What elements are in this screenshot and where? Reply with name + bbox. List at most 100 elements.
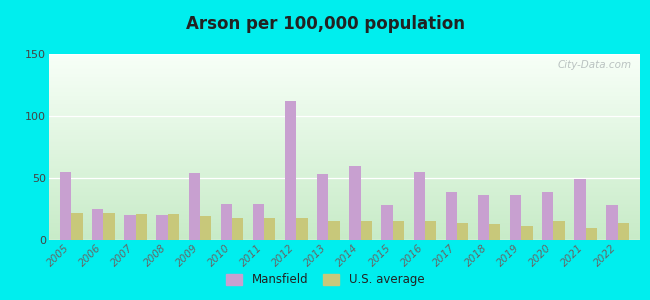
Bar <box>49 142 640 143</box>
Bar <box>49 132 640 133</box>
Bar <box>49 100 640 101</box>
Bar <box>49 92 640 93</box>
Bar <box>49 218 640 219</box>
Bar <box>49 219 640 220</box>
Bar <box>49 128 640 129</box>
Bar <box>586 228 597 240</box>
Bar <box>49 215 640 216</box>
Bar <box>49 166 640 167</box>
Bar <box>49 79 640 80</box>
Bar <box>49 88 640 89</box>
Bar <box>49 71 640 72</box>
Bar <box>49 205 640 206</box>
Bar <box>49 86 640 88</box>
Bar <box>49 208 640 209</box>
Bar <box>49 206 640 208</box>
Bar <box>124 215 136 240</box>
Bar <box>49 207 640 208</box>
Legend: Mansfield, U.S. average: Mansfield, U.S. average <box>221 269 429 291</box>
Bar <box>49 199 640 200</box>
Bar <box>49 184 640 185</box>
Bar <box>49 216 640 217</box>
Bar <box>49 130 640 131</box>
Bar <box>49 57 640 58</box>
Bar <box>49 173 640 174</box>
Bar <box>49 187 640 188</box>
Bar <box>49 100 640 101</box>
Bar <box>49 232 640 233</box>
Bar <box>49 133 640 134</box>
Bar <box>49 174 640 175</box>
Bar <box>49 141 640 142</box>
Bar <box>49 91 640 92</box>
Bar <box>168 214 179 240</box>
Bar <box>49 108 640 109</box>
Bar <box>49 66 640 67</box>
Bar <box>49 63 640 64</box>
Bar <box>49 195 640 196</box>
Bar <box>49 197 640 198</box>
Bar <box>49 74 640 75</box>
Bar <box>49 105 640 106</box>
Bar <box>49 68 640 69</box>
Bar <box>49 196 640 197</box>
Bar <box>49 213 640 214</box>
Bar <box>618 223 629 240</box>
Bar <box>49 143 640 144</box>
Bar <box>188 173 200 240</box>
Bar <box>49 82 640 83</box>
Bar <box>49 202 640 203</box>
Bar <box>49 175 640 176</box>
Bar <box>49 116 640 117</box>
Bar <box>49 188 640 189</box>
Bar <box>49 230 640 231</box>
Bar <box>49 234 640 235</box>
Bar <box>49 98 640 99</box>
Text: City-Data.com: City-Data.com <box>557 60 631 70</box>
Bar <box>60 172 72 240</box>
Bar <box>49 123 640 124</box>
Bar <box>49 90 640 91</box>
Bar <box>49 137 640 138</box>
Bar <box>49 181 640 182</box>
Bar <box>49 140 640 141</box>
Bar <box>49 229 640 230</box>
Bar <box>49 164 640 165</box>
Bar <box>49 60 640 61</box>
Bar <box>49 153 640 154</box>
Bar <box>49 70 640 71</box>
Bar <box>49 138 640 139</box>
Bar <box>542 192 553 240</box>
Bar <box>49 210 640 211</box>
Bar <box>49 131 640 132</box>
Bar <box>49 69 640 70</box>
Bar <box>49 158 640 159</box>
Bar <box>49 183 640 184</box>
Bar <box>49 176 640 177</box>
Bar <box>489 224 500 240</box>
Bar <box>157 215 168 240</box>
Bar <box>413 172 425 240</box>
Bar <box>49 125 640 126</box>
Bar <box>103 213 114 240</box>
Bar <box>49 85 640 86</box>
Bar <box>49 178 640 179</box>
Bar <box>136 214 147 240</box>
Bar <box>49 228 640 229</box>
Bar <box>49 118 640 119</box>
Bar <box>49 223 640 224</box>
Bar <box>49 102 640 103</box>
Bar <box>49 161 640 162</box>
Bar <box>49 126 640 127</box>
Bar <box>200 216 211 240</box>
Bar <box>49 156 640 157</box>
Bar <box>49 162 640 163</box>
Bar <box>49 225 640 226</box>
Bar <box>264 218 276 240</box>
Bar <box>49 67 640 68</box>
Bar <box>221 204 232 240</box>
Bar <box>49 113 640 114</box>
Bar <box>382 205 393 240</box>
Bar <box>393 221 404 240</box>
Bar <box>49 224 640 225</box>
